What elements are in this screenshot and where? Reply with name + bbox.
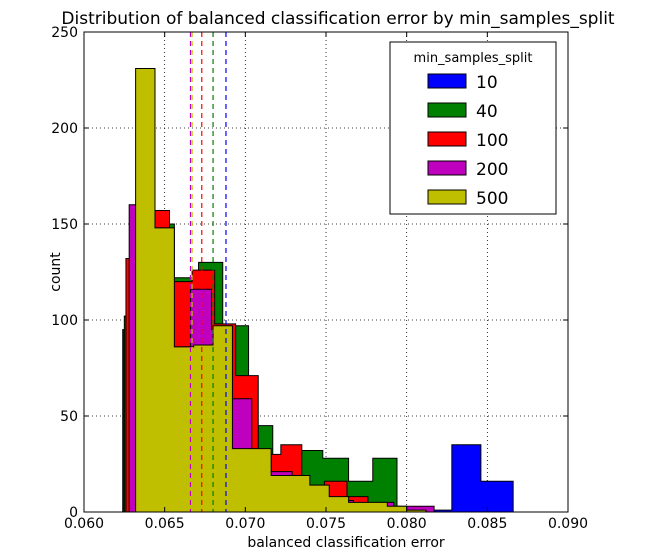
legend-box — [389, 41, 557, 215]
legend-swatch-40 — [427, 102, 467, 118]
x-tick-label: 0.090 — [548, 516, 588, 532]
x-tick-label: 0.065 — [145, 516, 185, 532]
legend-swatch-10 — [427, 73, 467, 89]
y-tick-label: 50 — [60, 409, 78, 425]
x-tick-label: 0.060 — [64, 516, 104, 532]
legend-label-100: 100 — [476, 131, 508, 151]
y-tick-label: 0 — [69, 505, 78, 521]
y-tick-label: 200 — [51, 121, 78, 137]
legend-label-10: 10 — [476, 73, 498, 93]
series-500-area — [135, 67, 427, 513]
series-500 — [135, 67, 427, 513]
x-tick-label: 0.070 — [225, 516, 265, 532]
legend-swatch-100 — [427, 131, 467, 147]
legend-label-40: 40 — [476, 102, 498, 122]
x-tick-label: 0.075 — [306, 516, 346, 532]
y-axis-label: count — [48, 252, 64, 292]
x-tick-label: 0.080 — [387, 516, 427, 532]
y-tick-label: 250 — [51, 25, 78, 41]
axis-ticks: 0.060 0.065 0.070 0.075 0.080 0.085 0.090 0 50 10… — [51, 25, 588, 532]
chart-title: Distribution of balanced classification … — [61, 9, 614, 29]
x-tick-label: 0.085 — [467, 516, 507, 532]
legend-label-500: 500 — [476, 189, 508, 209]
legend-swatch-500 — [427, 189, 467, 205]
legend-swatch-200 — [427, 160, 467, 176]
legend: min_samples_split 10 40 100 200 500 — [389, 41, 557, 215]
x-axis-label: balanced classification error — [247, 535, 445, 551]
legend-title: min_samples_split — [414, 51, 533, 66]
mean-lines — [189, 32, 227, 512]
y-tick-label: 100 — [51, 313, 78, 329]
legend-label-200: 200 — [476, 160, 508, 180]
y-tick-label: 150 — [51, 217, 78, 233]
